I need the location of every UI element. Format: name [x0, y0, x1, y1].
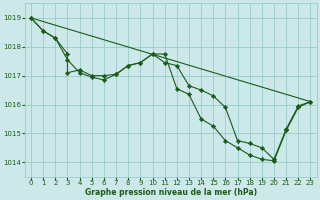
- X-axis label: Graphe pression niveau de la mer (hPa): Graphe pression niveau de la mer (hPa): [85, 188, 257, 197]
